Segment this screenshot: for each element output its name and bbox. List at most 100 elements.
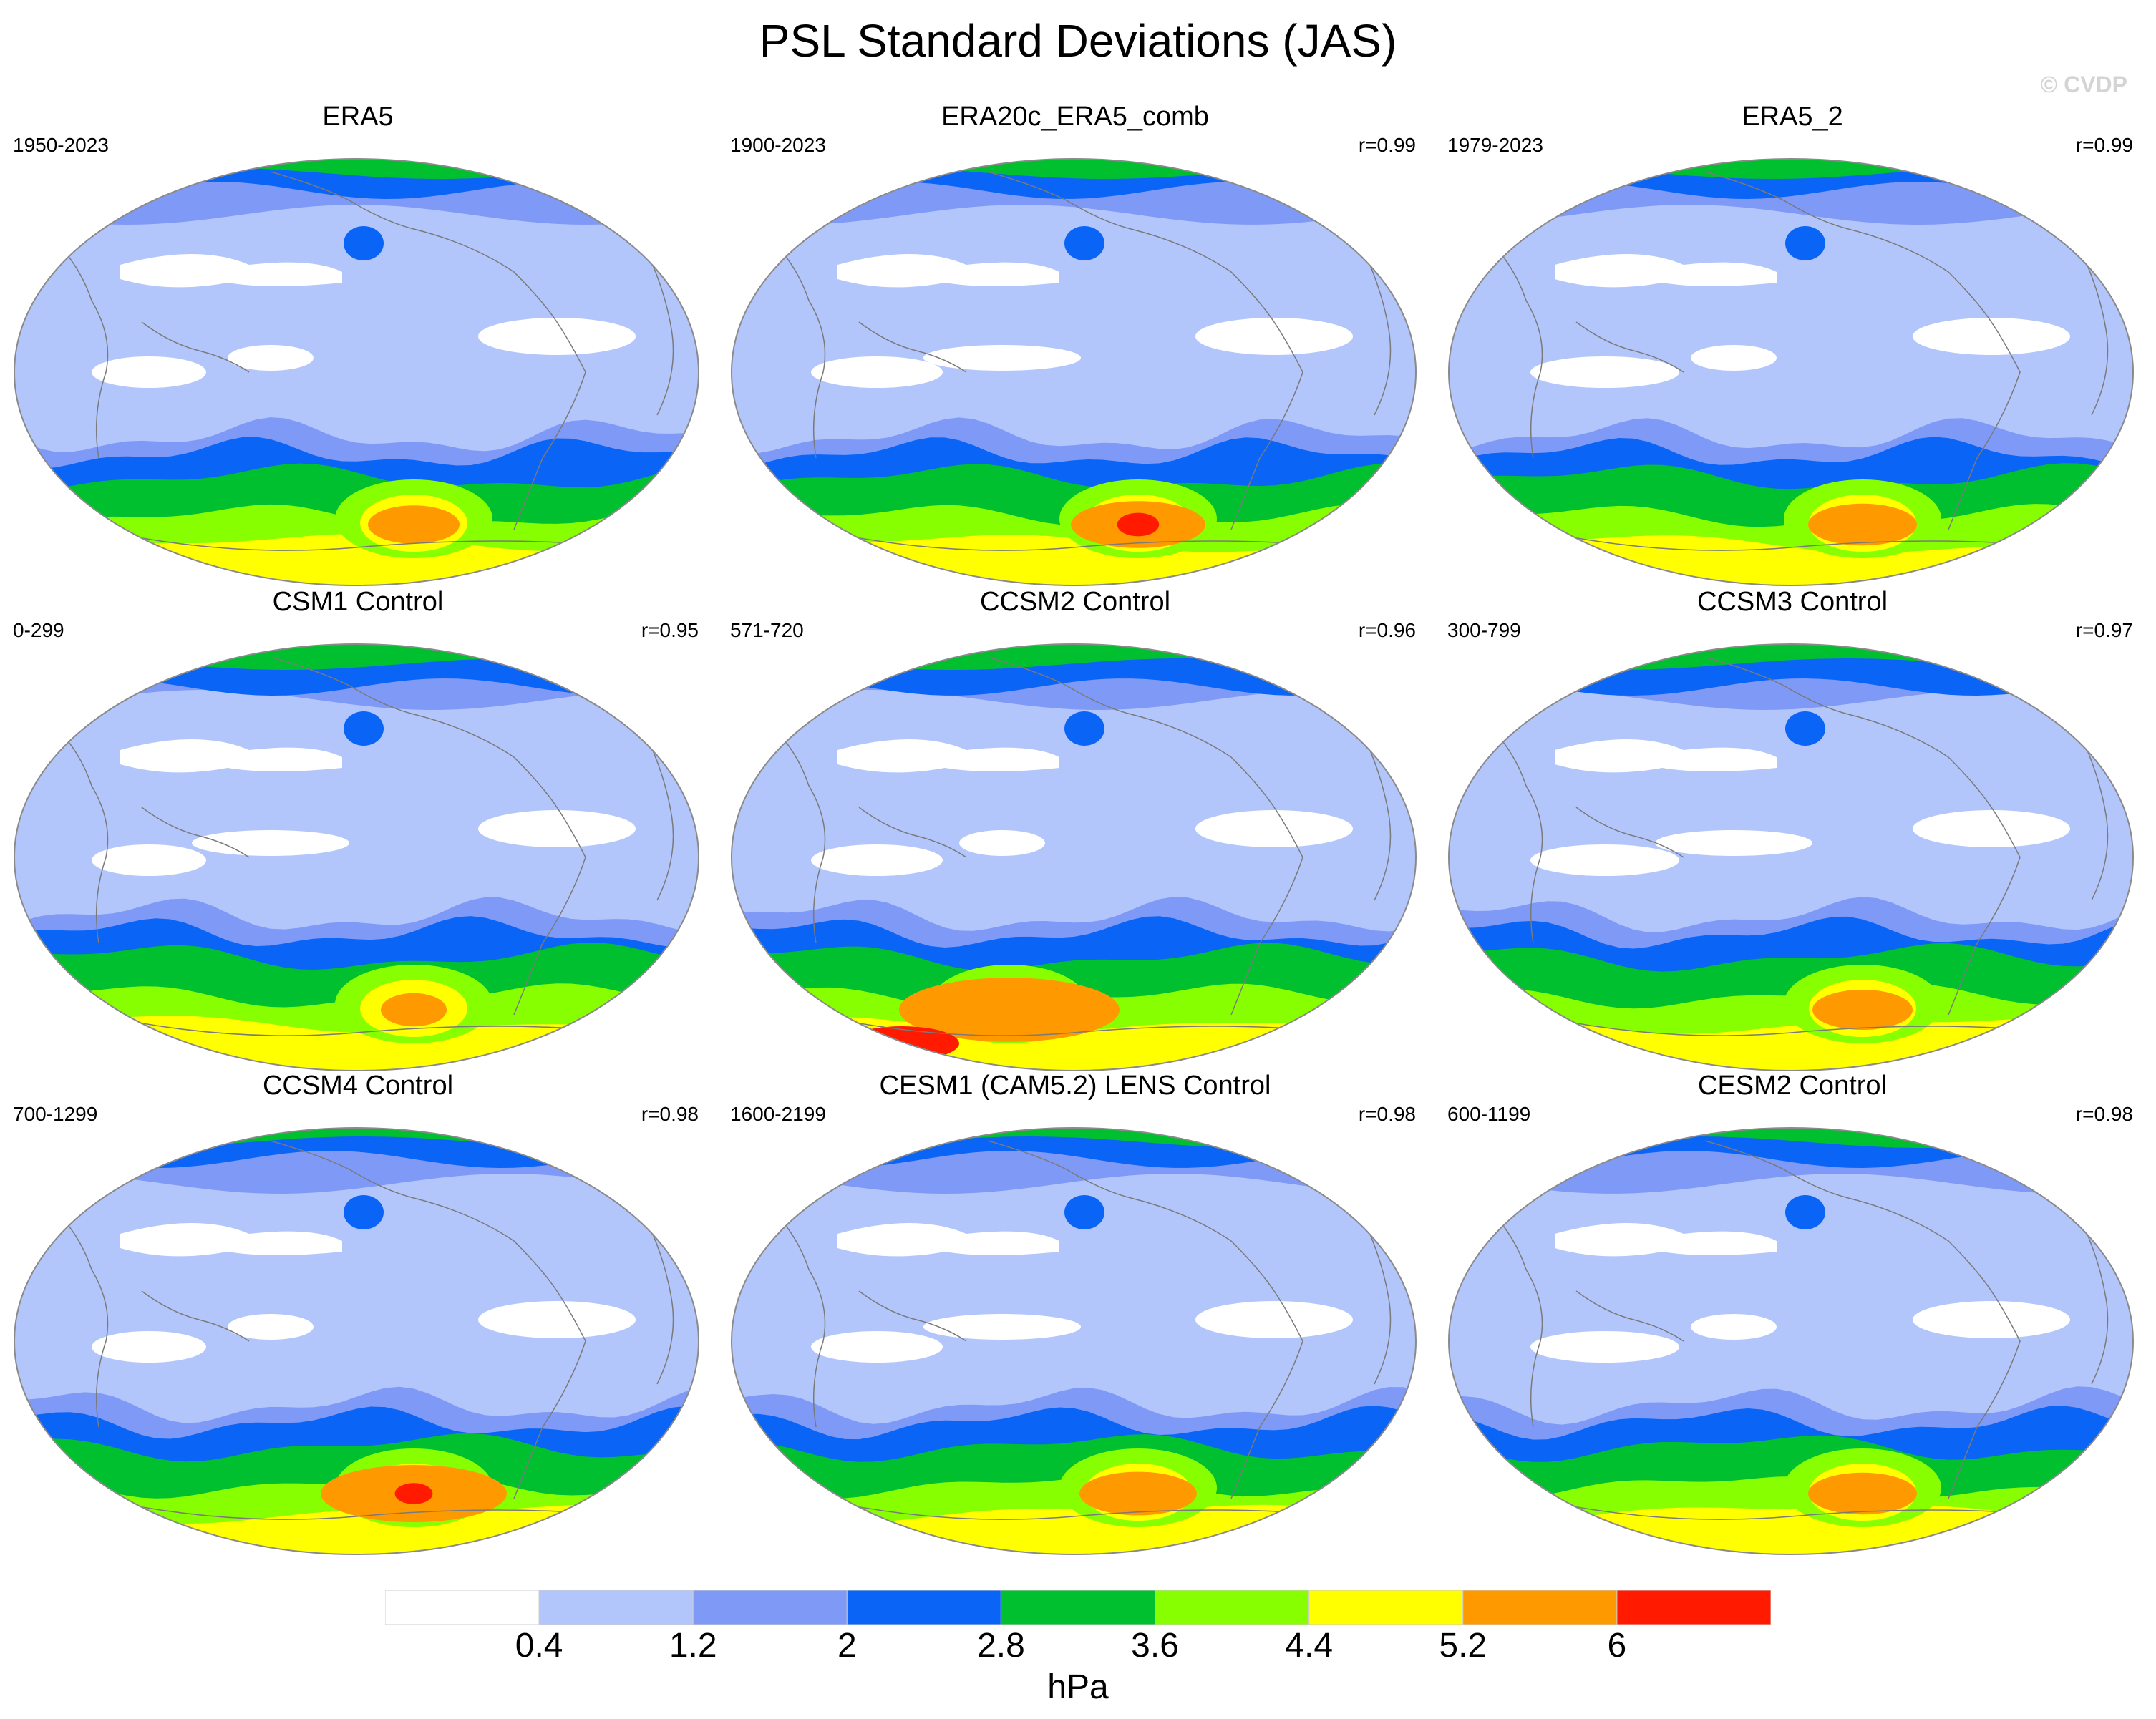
coastlines [1475,1140,2109,1520]
panel-period: 1979-2023 [1447,134,1543,156]
sh-max-peak [1117,512,1160,537]
panel-title: CCSM4 Control [262,1071,454,1101]
contour-fill-group [14,1128,699,1554]
panel-title: CESM2 Control [1698,1071,1887,1101]
contour-fill-group [14,159,699,585]
panel-period: 300-799 [1447,619,1521,641]
colorbar-tick-label: 4.4 [1285,1627,1334,1665]
sh-band [732,535,1416,585]
cvdp-watermark: © CVDP [2040,72,2127,97]
map-outline [14,1127,699,1555]
tropical-low-variance [1913,318,2070,355]
colorbar-tick-label: 6 [1607,1627,1627,1665]
tropical-low-variance [478,1301,636,1338]
sh-max-core [1808,1472,1917,1515]
tropical-low-variance [1530,1331,1679,1363]
tropical-low-variance [959,830,1045,856]
tropical-low-variance [92,1331,206,1363]
nh-pacific-max [1064,711,1104,746]
panel-period: 0-299 [13,619,64,641]
panel-period: 1600-2199 [730,1103,826,1125]
tropical-low-variance [1913,810,2070,847]
tropical-low-variance [923,345,1081,371]
map-outline [14,643,699,1071]
colorbar-tick-label: 5.2 [1439,1627,1487,1665]
map-outline [731,1127,1417,1555]
nh-pacific-max [1785,711,1825,746]
contour-map [731,643,1417,1071]
sh-band [732,1504,1416,1554]
contour-fill-group [732,1128,1416,1554]
map-outline [1448,158,2134,586]
tropical-low-variance [837,254,1059,288]
colorbar-tick-label: 0.4 [515,1627,563,1665]
map-panel: CESM1 (CAM5.2) LENS Control 1600-2199 r=0.… [717,1069,1433,1556]
contour-map [1448,158,2134,586]
map-panel: CESM2 Control 600-1199 r=0.98 [1434,1069,2150,1556]
tropical-low-variance [1195,810,1353,847]
tropical-low-variance [837,1223,1059,1257]
colorbar [385,1590,1771,1625]
sh-band [1449,1506,2133,1554]
panel-title: CCSM3 Control [1696,587,1888,617]
map-panel: CCSM2 Control 571-720 r=0.96 [717,585,1433,1072]
contour-map [1448,643,2134,1071]
nh-band [732,159,1416,179]
coastlines [1475,656,2109,1036]
contour-fill-group [1449,1128,2133,1554]
panel-period: 700-1299 [13,1103,98,1125]
colorbar-tick-label: 2.8 [977,1627,1025,1665]
tropical-low-variance [1555,739,1777,773]
colorbar-swatch [846,1590,1001,1625]
coastlines [1475,171,2109,551]
nh-pacific-max [1064,1195,1104,1229]
colorbar-tick-label: 1.2 [669,1627,717,1665]
panel-correlation: r=0.97 [2075,619,2133,641]
contour-map [14,643,699,1071]
contour-map [14,1127,699,1555]
tropical-low-variance [1913,1301,2070,1338]
contour-map [14,158,699,586]
panel-period: 1950-2023 [13,134,109,156]
contour-fill-group [1449,159,2133,585]
sh-max-core [368,505,460,544]
contour-map [731,158,1417,586]
contour-fill-group [14,644,699,1071]
nh-pacific-max [1785,226,1825,260]
sh-max-core [899,978,1120,1042]
panel-correlation: r=0.95 [641,619,699,641]
colorbar-units: hPa [1047,1668,1109,1706]
tropical-low-variance [92,844,206,876]
map-panel: ERA5_2 1979-2023 r=0.99 [1434,100,2150,587]
tropical-low-variance [478,318,636,355]
nh-pacific-max [1785,1195,1825,1229]
colorbar-swatch [1462,1590,1618,1625]
panel-period: 600-1199 [1447,1103,1531,1125]
contour-fill-group [732,159,1416,585]
colorbar-swatch [1308,1590,1464,1625]
tropical-low-variance [1555,254,1777,288]
panel-period: 1900-2023 [730,134,826,156]
panel-title: CESM1 (CAM5.2) LENS Control [879,1071,1271,1101]
tropical-low-variance [1195,318,1353,355]
nh-band [14,644,699,670]
map-outline [1448,643,2134,1071]
sh-max-core [381,993,447,1027]
sh-max-core [1808,503,1917,546]
tropical-low-variance [811,356,943,388]
coastlines [758,1140,1392,1520]
tropical-low-variance [120,739,342,773]
nh-pacific-max [344,711,384,746]
panel-title: CSM1 Control [272,587,444,617]
coastlines [758,656,1392,1036]
colorbar-swatch [385,1590,540,1625]
contour-fill-group [1449,644,2133,1071]
colorbar-swatch [1616,1590,1771,1625]
map-panel: ERA20c_ERA5_comb 1900-2023 r=0.99 [717,100,1433,587]
colorbar-swatch [692,1590,848,1625]
map-outline [14,158,699,586]
nh-pacific-max [344,1195,384,1229]
tropical-low-variance [1691,1314,1777,1340]
tropical-low-variance [228,345,314,371]
map-outline [731,158,1417,586]
